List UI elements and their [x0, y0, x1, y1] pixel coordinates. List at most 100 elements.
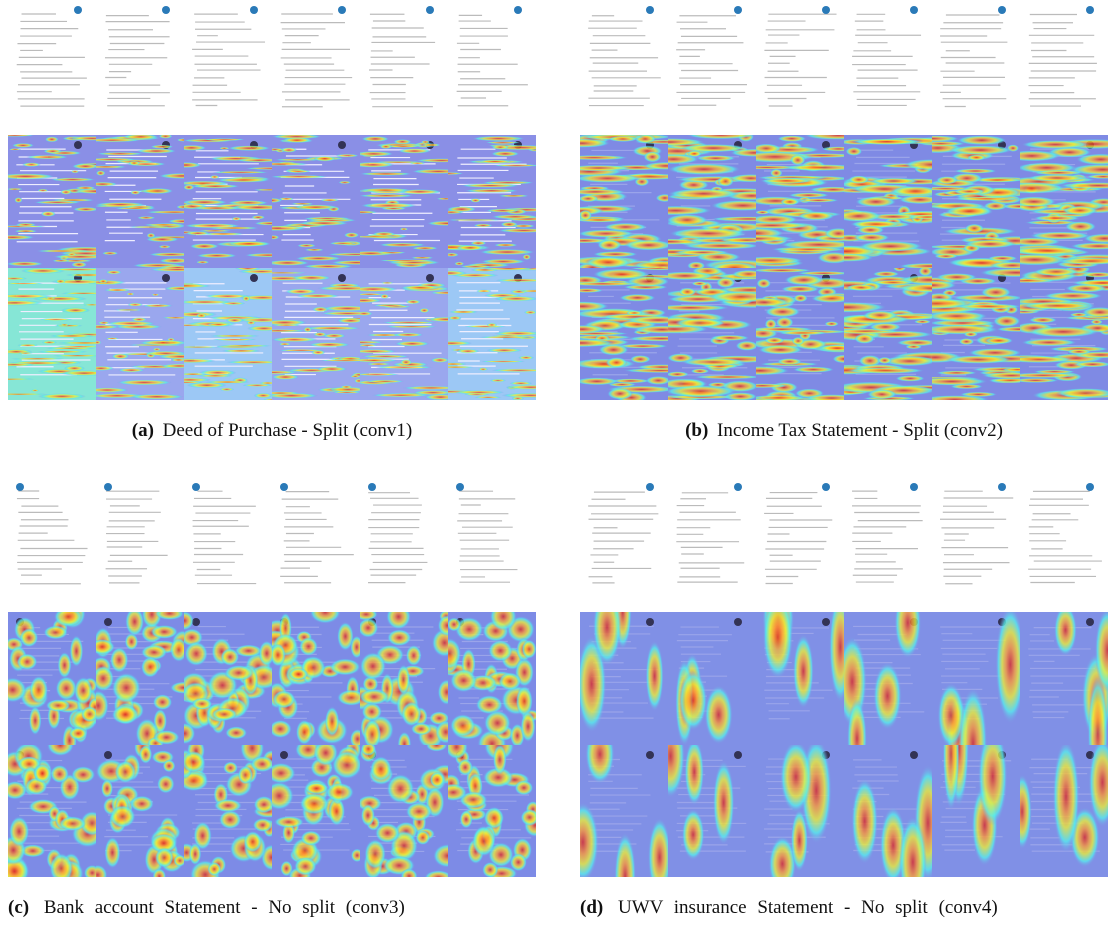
heat-blob — [764, 337, 784, 344]
heat-blob — [981, 286, 1012, 298]
heat-blob — [1027, 174, 1087, 181]
heat-blob — [71, 170, 80, 173]
heat-blob — [481, 259, 526, 264]
document-cell — [360, 0, 448, 133]
heat-blob — [296, 719, 313, 745]
heat-blob — [379, 243, 427, 247]
heat-blob — [421, 140, 430, 143]
heat-blob — [959, 338, 975, 345]
page-background — [8, 477, 96, 610]
heat-blob — [963, 240, 1016, 249]
heat-blob — [325, 783, 354, 802]
document-cell — [756, 0, 844, 133]
logo — [16, 483, 24, 491]
heat-blob — [449, 310, 478, 313]
heat-blob — [954, 188, 985, 194]
document-cell — [357, 739, 462, 877]
document-cell — [96, 477, 184, 610]
page-background — [844, 477, 932, 610]
page-background — [272, 0, 360, 133]
heat-blob — [189, 843, 202, 865]
heat-blob — [691, 369, 710, 374]
page-background — [96, 0, 184, 133]
heat-blob — [760, 178, 813, 184]
heat-blob — [15, 223, 36, 227]
heat-blob — [372, 232, 396, 237]
logo — [514, 6, 522, 14]
heat-blob — [755, 210, 770, 214]
heat-blob — [232, 217, 242, 221]
heat-blob — [948, 145, 1013, 155]
document-cell — [177, 733, 283, 877]
logo — [338, 274, 346, 282]
heat-blob — [936, 273, 978, 281]
document-cell — [932, 477, 1020, 610]
heat-blob — [400, 228, 408, 231]
heat-blob — [153, 348, 161, 351]
heat-blob — [593, 251, 638, 257]
heat-blob — [9, 148, 21, 150]
heat-blob — [393, 333, 423, 337]
heat-blob — [793, 367, 835, 373]
heat-blob — [431, 358, 450, 363]
heat-blob — [41, 211, 56, 217]
heat-blob — [855, 196, 896, 207]
heat-blob — [125, 607, 144, 636]
heat-blob — [713, 761, 734, 845]
heat-blob — [50, 765, 69, 783]
heat-blob — [224, 665, 254, 681]
heat-blob — [858, 241, 923, 252]
document-cell — [8, 599, 102, 757]
heat-blob — [37, 350, 87, 353]
document-cell — [88, 736, 186, 877]
panel-c: (c) Bank account Statement - No split (c… — [8, 477, 536, 922]
document-cell — [756, 737, 844, 877]
heat-blob — [585, 257, 631, 269]
heat-blob — [846, 147, 863, 156]
heat-blob — [11, 358, 65, 360]
heat-blob — [325, 706, 340, 736]
document-cell — [668, 612, 756, 746]
heat-blob — [273, 690, 296, 708]
logo — [162, 274, 170, 282]
heat-blob — [208, 227, 259, 230]
heat-blob — [597, 239, 622, 250]
heat-blob — [129, 161, 140, 166]
logo — [1086, 6, 1094, 14]
heat-blob — [780, 741, 812, 814]
logo — [646, 751, 654, 759]
heat-blob — [212, 708, 238, 721]
page-background — [580, 477, 668, 610]
heat-blob — [270, 643, 286, 666]
heat-blob — [490, 379, 506, 382]
heat-blob — [37, 189, 48, 192]
heat-blob — [872, 280, 915, 285]
heat-blob — [400, 285, 440, 290]
caption: (d) UWV insurance Statement - No split (… — [580, 893, 1108, 922]
heat-blob — [219, 810, 242, 829]
document-cell — [1012, 738, 1108, 877]
heat-blob — [646, 641, 664, 712]
heat-blob — [303, 217, 352, 220]
heat-blob — [512, 224, 535, 227]
heat-blob — [474, 396, 501, 398]
heat-blob — [285, 289, 317, 295]
heat-blob — [203, 138, 246, 140]
heat-blob — [776, 317, 794, 329]
heat-blob — [29, 706, 42, 735]
heat-blob — [304, 782, 328, 795]
logo — [734, 6, 742, 14]
heat-blob — [190, 243, 219, 249]
logo — [104, 618, 112, 626]
heat-blob — [359, 689, 389, 705]
heat-blob — [1033, 268, 1079, 277]
heat-blob — [854, 334, 875, 344]
heat-blob — [446, 219, 502, 221]
heat-blob — [358, 194, 414, 198]
heat-blob — [395, 341, 430, 346]
heat-blob — [1067, 349, 1091, 354]
heat-blob — [846, 368, 925, 374]
heat-blob — [106, 337, 119, 339]
heat-blob — [792, 337, 805, 345]
heat-blob — [114, 309, 142, 311]
